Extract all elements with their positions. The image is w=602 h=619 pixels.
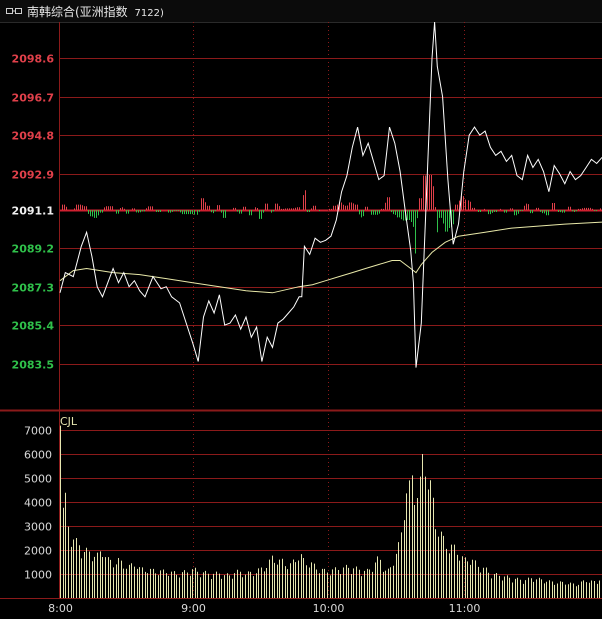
price-tick-label: 2091.1: [12, 205, 54, 218]
price-line: [59, 21, 602, 368]
volume-label: CJL: [60, 415, 78, 428]
price-tick-label: 2087.3: [12, 282, 54, 295]
volume-tick-label: 7000: [24, 425, 52, 438]
title-bar: 南韩综合(亚洲指数 7122): [0, 0, 602, 23]
time-tick-label: 11:00: [449, 602, 481, 615]
time-tick-label: 9:00: [181, 602, 206, 615]
price-tick-label: 2083.5: [12, 359, 54, 372]
volume-bars: [60, 425, 600, 598]
index-name: 南韩综合(亚洲指数: [27, 5, 128, 19]
volume-tick-label: 1000: [24, 569, 52, 582]
price-grid: [60, 22, 602, 598]
price-axis-labels: 2098.6 2096.7 2094.8 2092.9 2091.1 2089.2 2087…: [12, 53, 55, 372]
volume-grid: [60, 430, 602, 575]
price-tick-label: 2085.4: [12, 320, 55, 333]
chart-title: 南韩综合(亚洲指数 7122): [27, 3, 164, 20]
volume-axis-labels: 7000 6000 5000 4000 3000 2000 1000: [24, 425, 52, 582]
volume-tick-label: 2000: [24, 545, 52, 558]
volume-tick-label: 5000: [24, 473, 52, 486]
average-price-line: [59, 221, 602, 294]
volume-tick-label: 3000: [24, 521, 52, 534]
price-tick-label: 2096.7: [12, 92, 54, 105]
price-tick-label: 2098.6: [12, 53, 55, 66]
price-tick-label: 2092.9: [12, 169, 54, 182]
price-change-bars: [62, 175, 601, 254]
time-tick-label: 8:00: [48, 602, 73, 615]
index-code: 7122): [134, 8, 164, 19]
volume-tick-label: 6000: [24, 449, 52, 462]
price-tick-label: 2094.8: [12, 130, 54, 143]
time-axis: 8:00 9:00 10:00 11:00: [48, 602, 480, 615]
volume-tick-label: 4000: [24, 497, 52, 510]
time-tick-label: 10:00: [313, 602, 345, 615]
price-tick-label: 2089.2: [12, 243, 54, 256]
link-icon[interactable]: [6, 7, 22, 15]
